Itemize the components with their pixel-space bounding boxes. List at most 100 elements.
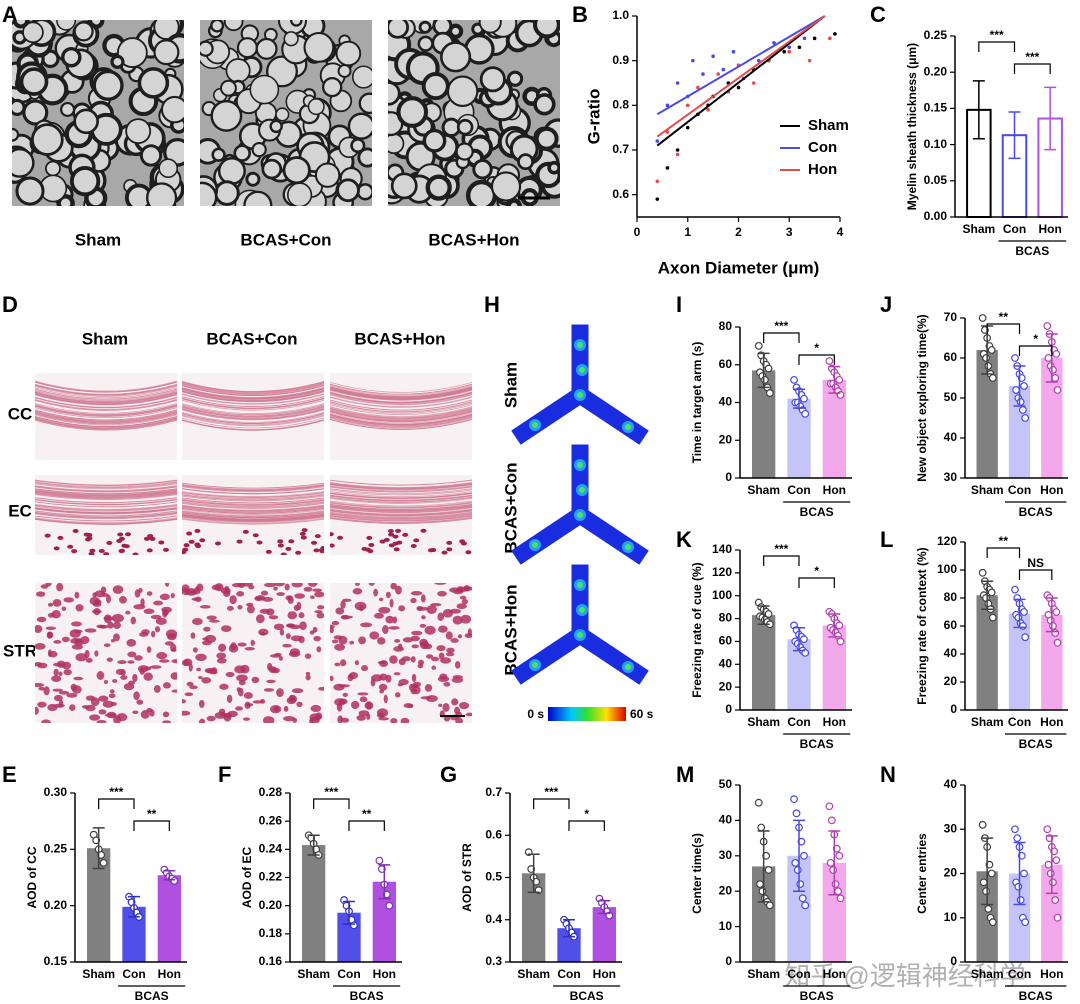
cell: [446, 647, 455, 654]
cell: [425, 695, 438, 702]
row-label: EC: [8, 501, 32, 520]
data-point: [1011, 354, 1019, 362]
cell: [182, 699, 187, 704]
cell: [155, 617, 167, 625]
fiber: [35, 494, 177, 500]
group-label: BCAS: [1019, 989, 1053, 1003]
panel-letter: L: [880, 527, 893, 552]
cell: [295, 550, 302, 555]
axon: [321, 76, 343, 98]
y-axis-label: AOD of CC: [25, 846, 39, 908]
cell: [373, 588, 379, 597]
fiber: [330, 409, 472, 421]
cell: [378, 597, 384, 602]
axon: [233, 144, 251, 162]
cell: [434, 583, 447, 585]
cell: [420, 594, 426, 603]
data-point: [978, 314, 987, 322]
cell: [335, 607, 345, 615]
cell: [202, 637, 209, 641]
x-tick-label: Con: [1003, 222, 1026, 236]
fiber: [182, 383, 324, 395]
y-tick-label: 10: [719, 919, 733, 933]
cell: [35, 706, 39, 715]
data-point: [835, 851, 844, 860]
cell: [86, 532, 93, 537]
scatter-point: [665, 103, 670, 108]
cell: [107, 621, 114, 629]
fiber: [182, 495, 324, 502]
cell: [467, 628, 472, 637]
cell: [392, 534, 399, 539]
cell: [216, 652, 227, 660]
fiber: [330, 391, 472, 403]
fiber: [35, 493, 177, 499]
fiber: [182, 507, 324, 514]
cell: [191, 597, 200, 601]
cell: [413, 685, 421, 695]
cell: [146, 591, 153, 596]
significance-bracket: [98, 798, 135, 809]
fiber: [35, 390, 177, 402]
cell: [430, 602, 442, 607]
cell: [188, 663, 193, 672]
y-tick-label: 0.3: [485, 954, 502, 968]
x-tick-label: Hon: [593, 967, 616, 981]
bar: [372, 881, 396, 962]
data-point: [800, 394, 808, 403]
cell: [368, 583, 375, 586]
cell: [251, 676, 260, 684]
fiber: [330, 505, 472, 512]
significance-label: *: [814, 564, 819, 578]
cell: [167, 633, 177, 641]
cell: [147, 533, 154, 538]
cell: [106, 711, 117, 719]
y-tick-label: 0.8: [612, 98, 629, 112]
cell: [289, 694, 296, 701]
data-point: [979, 878, 988, 887]
fiber: [330, 415, 472, 426]
axon: [210, 99, 243, 132]
fiber: [330, 389, 472, 401]
fiber: [35, 485, 177, 492]
heat: [532, 542, 538, 548]
cell: [132, 673, 138, 682]
cell: [419, 638, 428, 647]
cell: [330, 675, 334, 682]
cell: [38, 686, 45, 691]
data-point: [754, 798, 763, 807]
cell: [71, 549, 78, 554]
cell: [304, 653, 312, 659]
cell: [98, 548, 105, 553]
scatter-point: [812, 36, 817, 41]
scatter-point: [675, 152, 680, 157]
cell: [385, 591, 391, 599]
y-tick-label: 40: [944, 646, 958, 660]
cell: [259, 608, 271, 614]
cell: [125, 610, 131, 615]
y-tick-label: 40: [719, 656, 733, 670]
cell: [378, 606, 391, 614]
significance-label: ***: [990, 28, 1004, 42]
fiber: [35, 513, 177, 520]
scatter-point: [797, 45, 802, 50]
y-tick-label: 80: [719, 611, 733, 625]
axon: [92, 69, 124, 101]
data-point: [1049, 366, 1057, 374]
data-point: [756, 880, 764, 889]
x-tick-label: Sham: [971, 715, 1004, 729]
row-label: BCAS+Hon: [501, 584, 520, 675]
significance-label: ***: [774, 542, 788, 556]
axon: [22, 21, 44, 44]
axon: [225, 58, 251, 84]
significance-bracket: [986, 323, 1021, 334]
fiber: [182, 384, 324, 396]
cell: [442, 608, 454, 618]
fiber: [330, 509, 472, 516]
data-point: [800, 635, 808, 644]
fiber: [182, 383, 324, 394]
fiber: [330, 383, 472, 395]
cell: [452, 615, 463, 625]
scatter-point: [701, 72, 705, 76]
cell: [379, 660, 389, 667]
